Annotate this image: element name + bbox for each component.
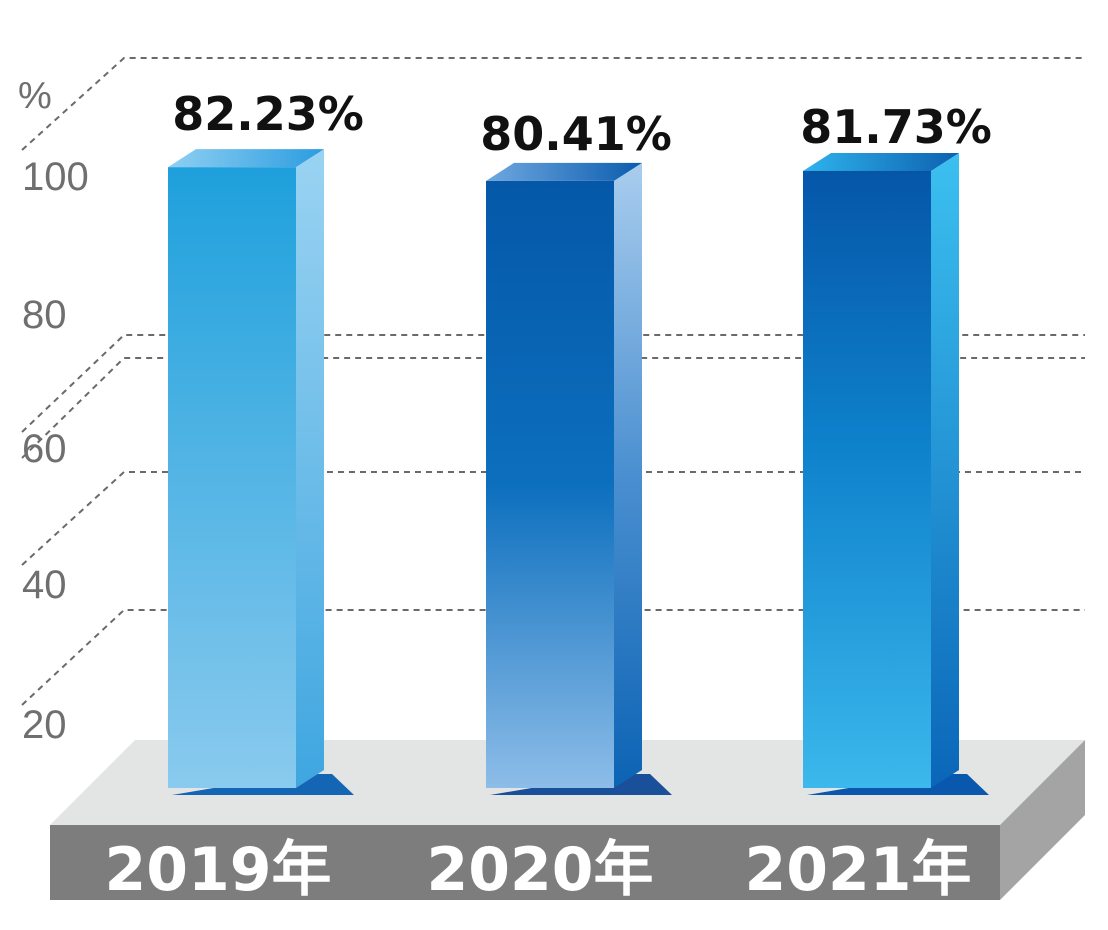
y-tick-label-20: 20: [22, 703, 67, 747]
grid-line-40: [21, 471, 1085, 566]
grid-line-20: [21, 609, 1085, 706]
bar-side-2021: [931, 152, 959, 789]
floor-side: [1000, 740, 1085, 900]
bar-top-2021: [803, 152, 959, 171]
bar-2020: [486, 162, 672, 795]
y-tick-label-60: 60: [22, 427, 67, 471]
y-tick-label-80: 80: [22, 293, 67, 337]
grid-line-80: [21, 334, 1085, 433]
bar-2021: [803, 152, 989, 795]
bar-side-2019: [296, 149, 324, 788]
category-label-2019: 2019年: [105, 835, 332, 905]
bar-side-2020: [614, 162, 642, 789]
grid-line-100: [21, 57, 1085, 151]
bars: [168, 149, 989, 795]
bar-2019: [168, 149, 354, 795]
data-label-2020: 80.41%: [480, 107, 672, 161]
y-tick-label-40: 40: [22, 563, 67, 607]
y-tick-label-100: 100: [22, 155, 89, 199]
floor-front: [50, 825, 1000, 900]
data-label-2019: 82.23%: [172, 87, 364, 141]
bar-front-2020: [486, 180, 614, 789]
bar-front-2019: [168, 167, 296, 788]
bar-top-2019: [168, 149, 324, 168]
grid-line-60: [21, 357, 1085, 459]
bar-front-2021: [803, 170, 931, 789]
y-axis-unit: %: [18, 75, 52, 117]
grid-lines: [21, 57, 1085, 706]
data-label-2021: 81.73%: [800, 100, 992, 154]
bar-top-2020: [486, 162, 642, 181]
category-label-2021: 2021年: [745, 835, 972, 905]
category-label-2020: 2020年: [427, 835, 654, 905]
